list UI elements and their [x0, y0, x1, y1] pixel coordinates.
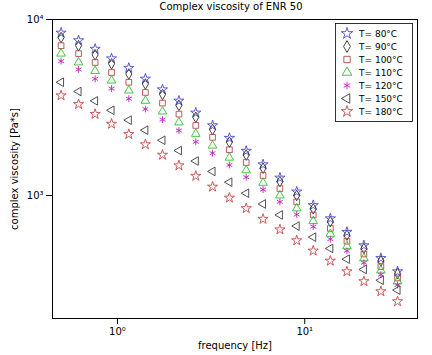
svg-text:T= 150°C: T= 150°C	[358, 94, 403, 104]
svg-text:10³: 10³	[27, 190, 44, 201]
svg-text:T= 80°C: T= 80°C	[358, 29, 397, 39]
svg-text:10⁴: 10⁴	[27, 14, 44, 25]
html-text:Complex viscosity of ENR 50: Complex viscosity of ENR 50	[159, 1, 303, 12]
svg-text:10⁰: 10⁰	[109, 326, 126, 337]
svg-text:complex viscosity [Pa*s]: complex viscosity [Pa*s]	[9, 108, 20, 230]
svg-text:T= 100°C: T= 100°C	[358, 55, 403, 65]
svg-text:T= 180°C: T= 180°C	[358, 107, 403, 117]
svg-text:T= 120°C: T= 120°C	[358, 81, 403, 91]
svg-text:frequency [Hz]: frequency [Hz]	[198, 340, 272, 351]
svg-text:10¹: 10¹	[296, 326, 313, 337]
svg-text:T= 110°C: T= 110°C	[358, 68, 403, 78]
svg-text:T= 90°C: T= 90°C	[358, 42, 397, 52]
